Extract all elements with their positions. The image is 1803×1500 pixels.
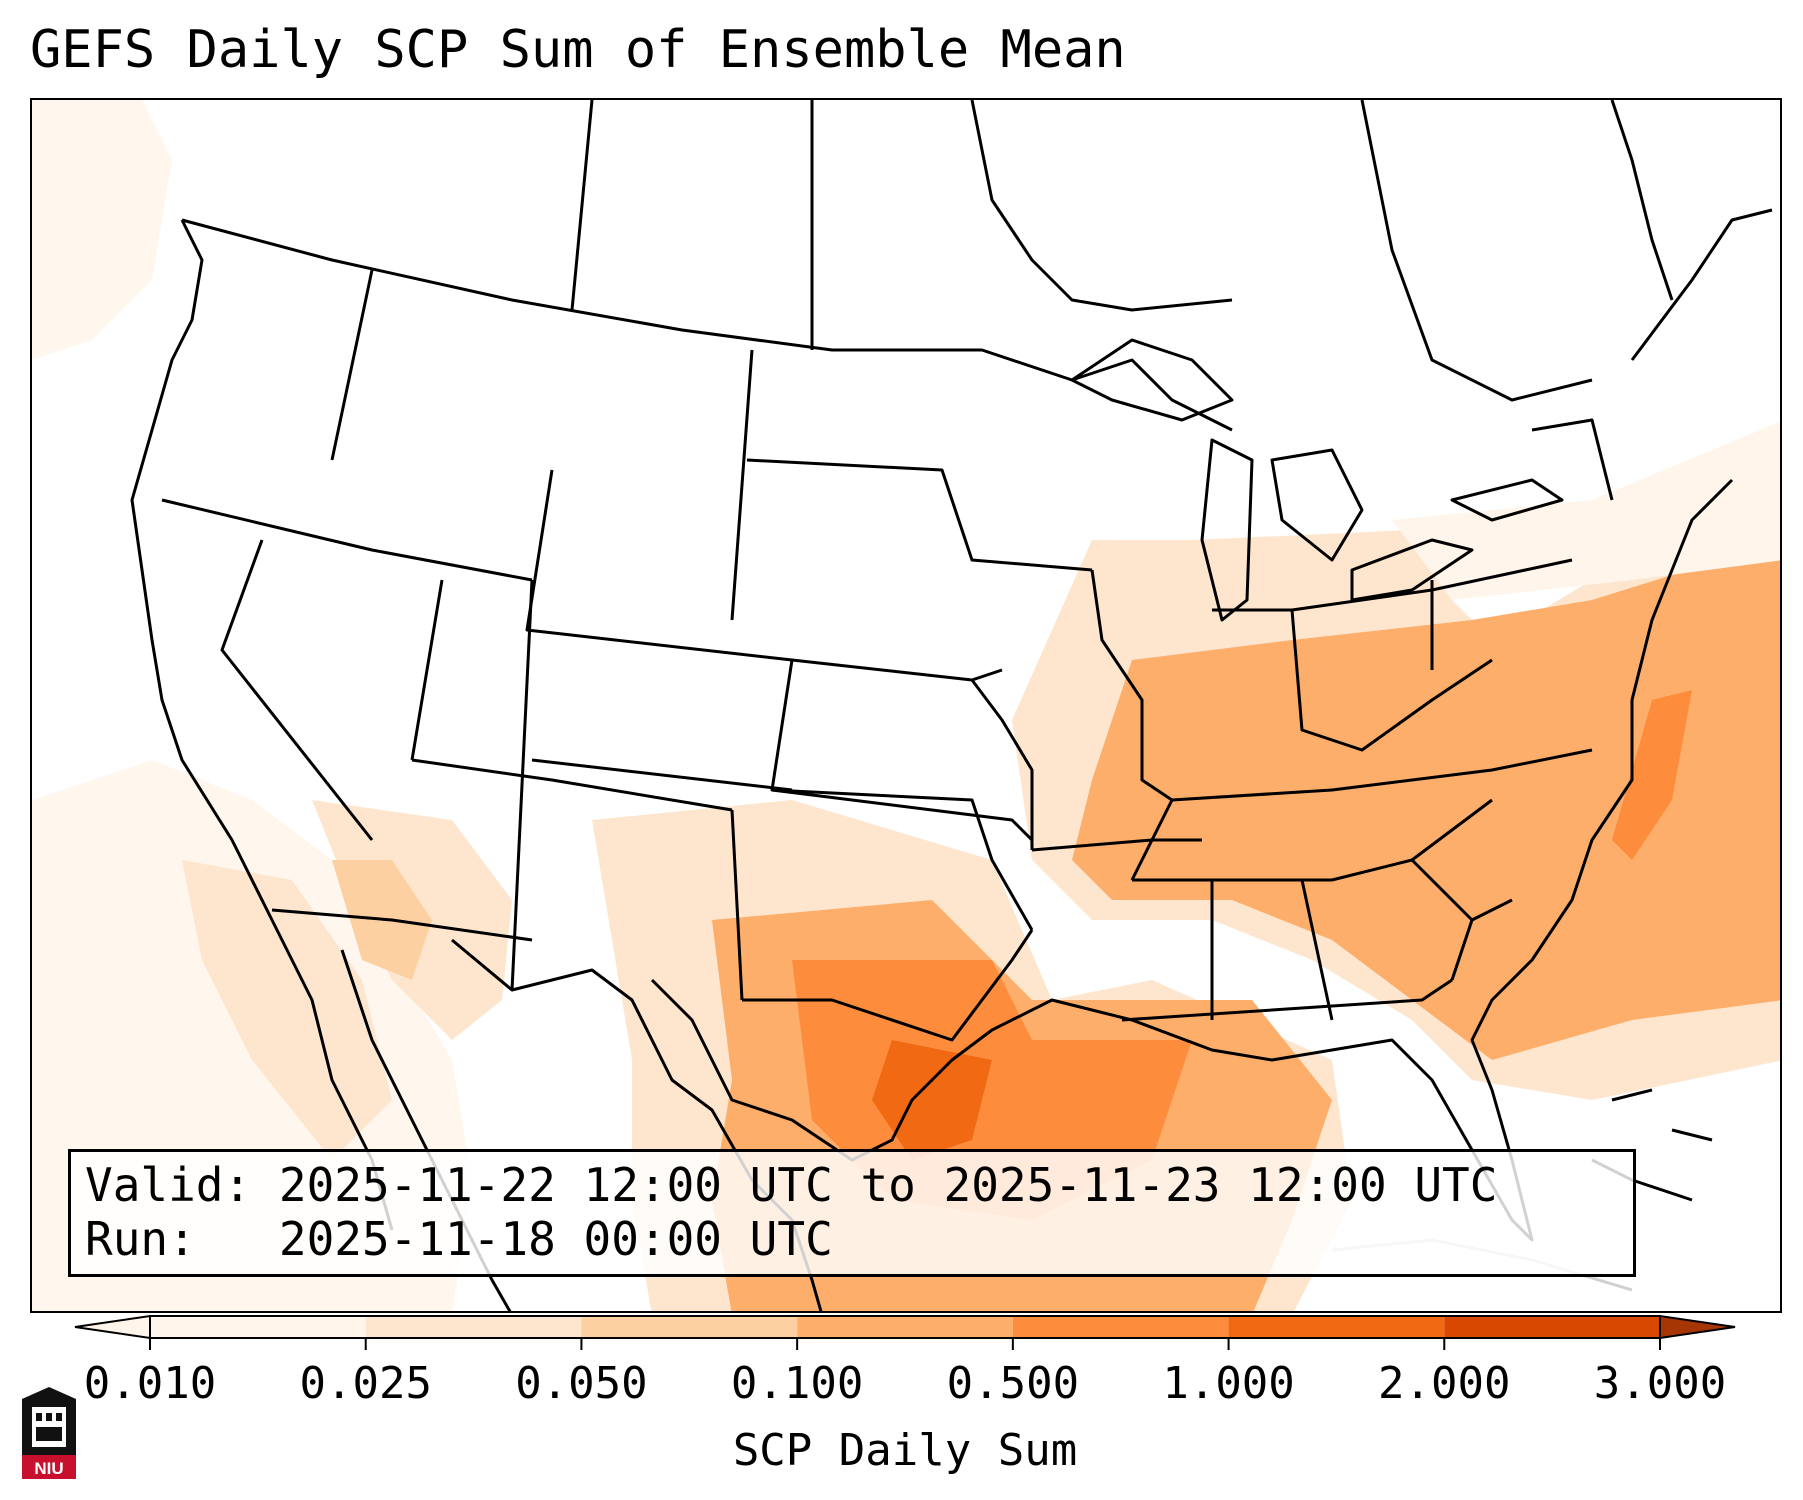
info-box: Valid: 2025-11-22 12:00 UTC to 2025-11-2… bbox=[68, 1149, 1636, 1277]
colorbar-tick-label: 0.025 bbox=[299, 1358, 432, 1409]
geographic-boundaries bbox=[130, 100, 1773, 1311]
valid-value: 2025-11-22 12:00 UTC to 2025-11-23 12:00… bbox=[278, 1158, 1498, 1212]
colorbar-label: SCP Daily Sum bbox=[732, 1425, 1078, 1476]
colorbar-tick-label: 1.000 bbox=[1162, 1358, 1295, 1409]
niu-logo: NIU bbox=[22, 1387, 76, 1479]
colorbar-segment bbox=[365, 1316, 582, 1338]
valid-label: Valid: bbox=[85, 1158, 252, 1212]
colorbar-segment bbox=[1228, 1316, 1445, 1338]
colorbar-tick-label: 2.000 bbox=[1378, 1358, 1511, 1409]
run-label: Run: bbox=[85, 1212, 196, 1266]
map-panel: Valid: 2025-11-22 12:00 UTC to 2025-11-2… bbox=[30, 98, 1782, 1313]
colorbar-extend-low bbox=[74, 1314, 151, 1340]
colorbar-ticks bbox=[149, 1338, 1661, 1350]
logo-text: NIU bbox=[34, 1459, 63, 1478]
colorbar-tick-label: 0.050 bbox=[515, 1358, 648, 1409]
colorbar-segment bbox=[797, 1316, 1013, 1338]
colorbar bbox=[74, 1314, 1736, 1350]
colorbar-outline bbox=[149, 1315, 1661, 1339]
colorbar-segment bbox=[1012, 1316, 1229, 1338]
colorbar-tick-label: 3.000 bbox=[1593, 1358, 1727, 1409]
colorbar-segments bbox=[74, 1314, 1736, 1340]
run-value: 2025-11-18 00:00 UTC bbox=[278, 1212, 833, 1266]
colorbar-tick-label: 0.100 bbox=[730, 1358, 864, 1409]
colorbar-segment bbox=[1444, 1316, 1660, 1338]
run-line: Run: 2025-11-18 00:00 UTC bbox=[85, 1212, 833, 1266]
colorbar-tick-label: 0.500 bbox=[946, 1358, 1080, 1409]
colorbar-tick-label: 0.010 bbox=[83, 1358, 217, 1409]
valid-line: Valid: 2025-11-22 12:00 UTC to 2025-11-2… bbox=[85, 1158, 1497, 1212]
map-title: GEFS Daily SCP Sum of Ensemble Mean bbox=[30, 20, 1126, 80]
colorbar-segment bbox=[581, 1316, 798, 1338]
colorbar-extend-high bbox=[1659, 1314, 1736, 1340]
colorbar-segment bbox=[150, 1316, 366, 1338]
